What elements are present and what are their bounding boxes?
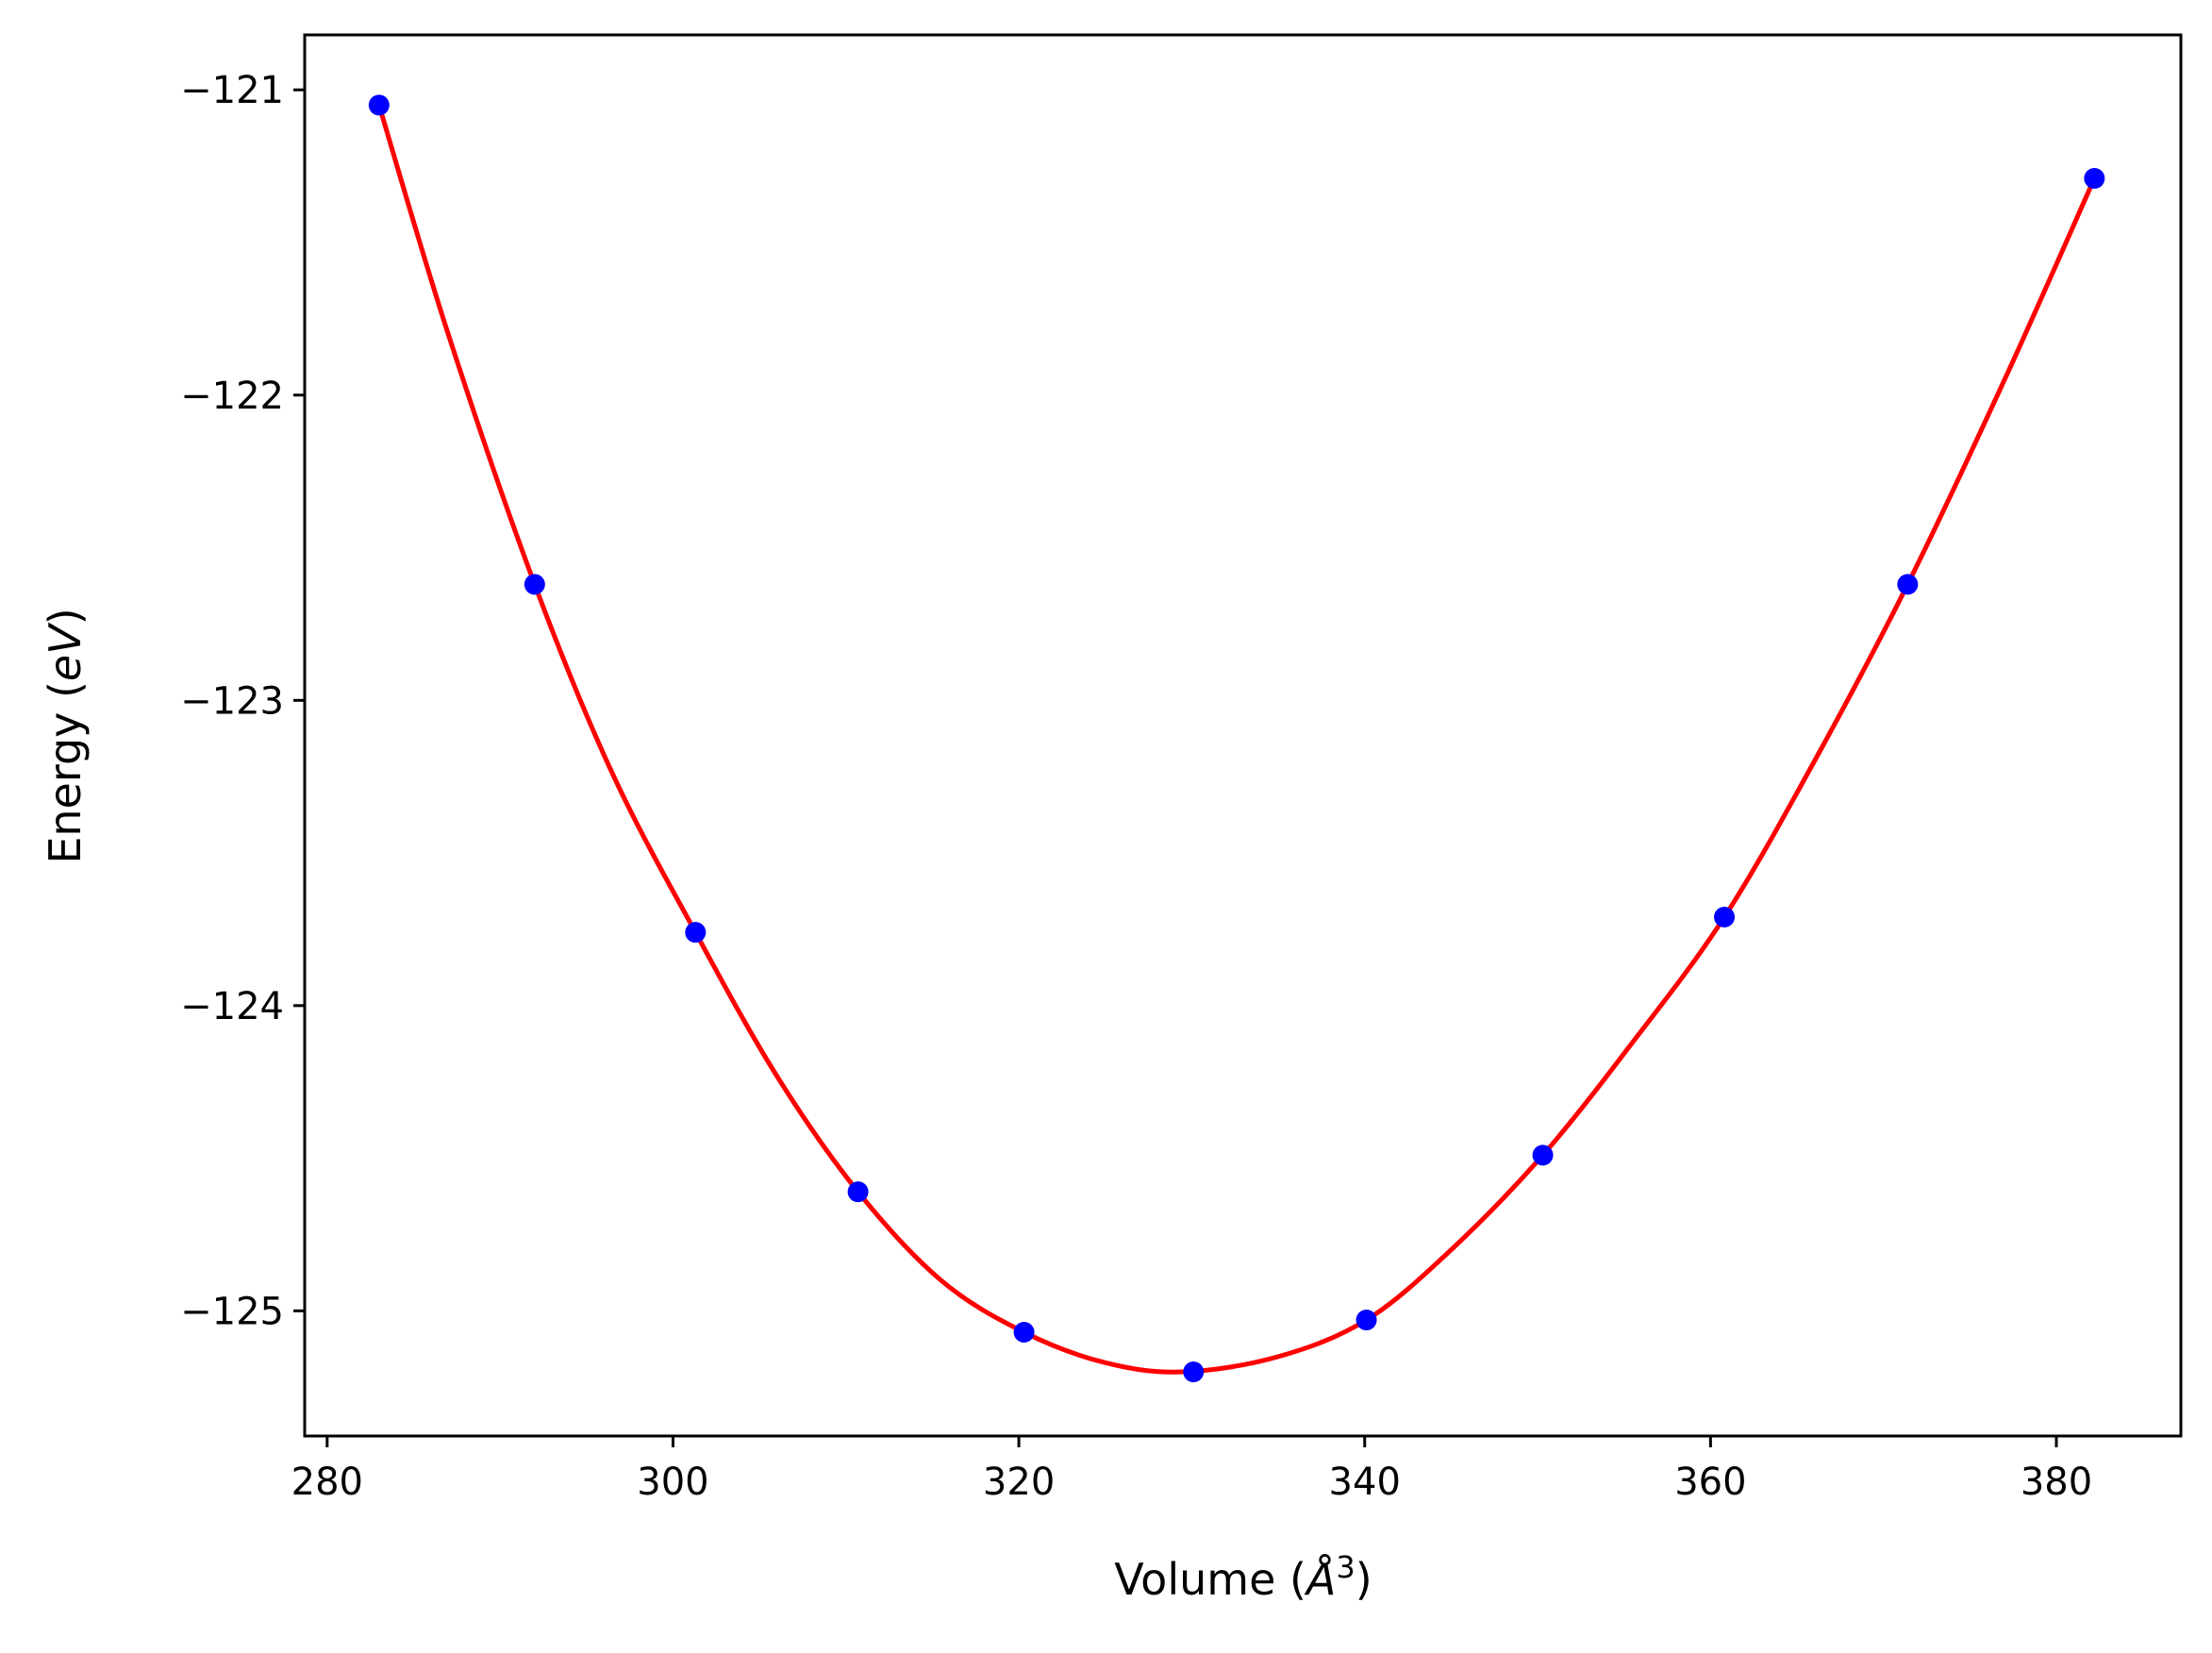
- data-point: [368, 94, 390, 116]
- y-tick-label: −122: [180, 375, 284, 418]
- y-axis-ticks: −121 −122 −123 −124 −125: [180, 69, 305, 1333]
- x-tick-label: 360: [1674, 1461, 1746, 1504]
- data-point: [1013, 1322, 1035, 1343]
- data-point: [1183, 1361, 1205, 1383]
- y-tick-label: −121: [180, 69, 284, 112]
- data-point: [1714, 907, 1736, 927]
- x-axis-ticks: 280 300 320 340 360 380: [291, 1436, 2092, 1504]
- x-axis-label: Volume (Å3): [1114, 1549, 1372, 1605]
- data-point: [2084, 168, 2105, 190]
- y-tick-label: −124: [180, 985, 284, 1028]
- x-tick-label: 380: [2021, 1461, 2092, 1504]
- y-tick-label: −125: [180, 1290, 284, 1333]
- x-tick-label: 300: [637, 1461, 708, 1504]
- data-point: [1355, 1310, 1377, 1331]
- y-tick-label: −123: [180, 679, 284, 723]
- data-point: [685, 922, 707, 943]
- data-points-layer: [368, 94, 2105, 1383]
- data-point: [1532, 1144, 1554, 1166]
- data-point: [847, 1181, 869, 1203]
- data-point: [524, 574, 545, 595]
- x-tick-label: 280: [291, 1461, 363, 1504]
- x-tick-label: 340: [1329, 1461, 1401, 1504]
- x-tick-label: 320: [983, 1461, 1055, 1504]
- y-axis-label: Energy (eV): [40, 608, 91, 863]
- plot-area-frame: [303, 33, 2183, 1438]
- data-point: [1897, 574, 1919, 595]
